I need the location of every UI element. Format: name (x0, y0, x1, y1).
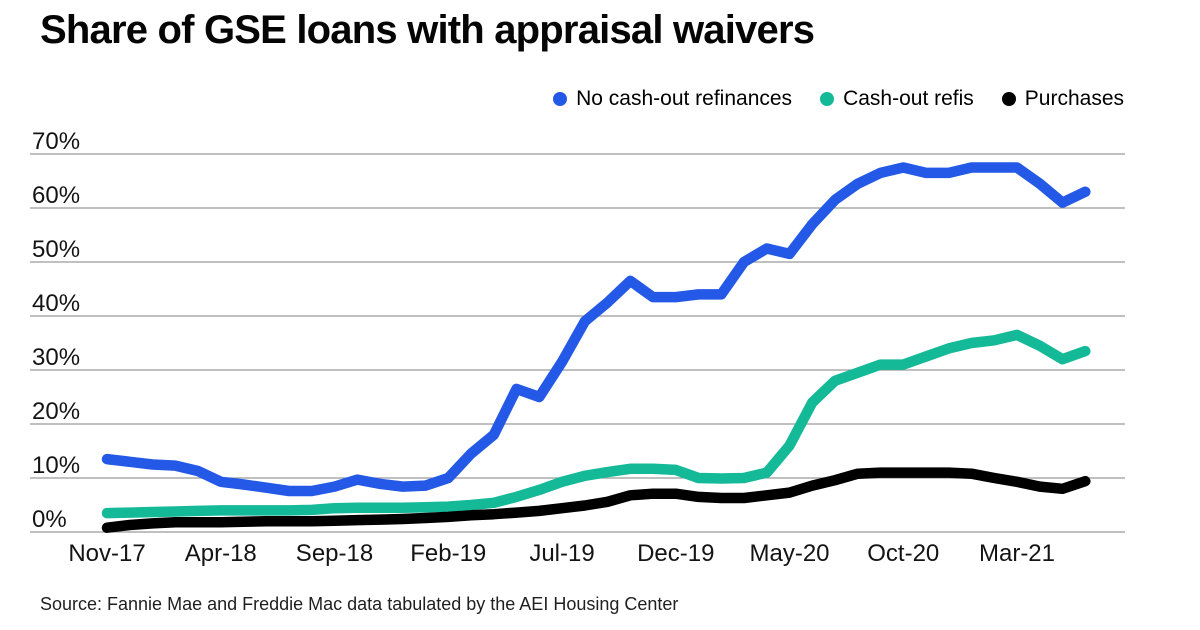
x-tick-label: Feb-19 (410, 540, 487, 567)
legend-item-purchases: Purchases (1001, 87, 1124, 111)
legend-label-no-cash-out-refinances: No cash-out refinances (576, 87, 793, 110)
series-line-no-cash-out-refinances (101, 162, 1091, 497)
x-tick-label: Nov-17 (68, 540, 146, 567)
x-tick-label: Sep-18 (295, 540, 374, 567)
x-tick-label: Jul-19 (529, 540, 595, 567)
legend-label-cash-out-refis: Cash-out refis (843, 87, 974, 110)
x-tick-label: May-20 (749, 540, 830, 567)
legend-dot-teal-icon (820, 92, 835, 106)
legend: No cash-out refinances Cash-out refis Pu… (553, 87, 1124, 111)
y-tick-label: 60% (32, 182, 81, 209)
x-tick-label: Apr-18 (184, 540, 257, 567)
y-tick-label: 10% (32, 452, 81, 479)
x-tick-label: Oct-20 (867, 540, 940, 567)
y-tick-label: 70% (32, 128, 81, 155)
y-tick-label: 50% (32, 236, 81, 263)
y-tick-label: 30% (32, 344, 81, 371)
source-note: Source: Fannie Mae and Freddie Mac data … (40, 594, 679, 614)
y-tick-label: 40% (32, 290, 81, 317)
chart-title: Share of GSE loans with appraisal waiver… (40, 8, 815, 52)
legend-item-cash-out-refis: Cash-out refis (820, 87, 974, 111)
legend-item-no-cash-out-refinances: No cash-out refinances (553, 87, 792, 111)
x-tick-label: Mar-21 (978, 540, 1056, 567)
legend-dot-blue-icon (553, 92, 568, 106)
series-line-purchases (101, 467, 1091, 533)
y-tick-label: 0% (32, 506, 67, 533)
legend-label-purchases: Purchases (1024, 87, 1124, 110)
series-line-cash-out-refis (101, 329, 1091, 519)
x-tick-label: Dec-19 (637, 540, 715, 567)
y-tick-label: 20% (32, 398, 81, 425)
legend-dot-black-icon (1001, 92, 1016, 106)
